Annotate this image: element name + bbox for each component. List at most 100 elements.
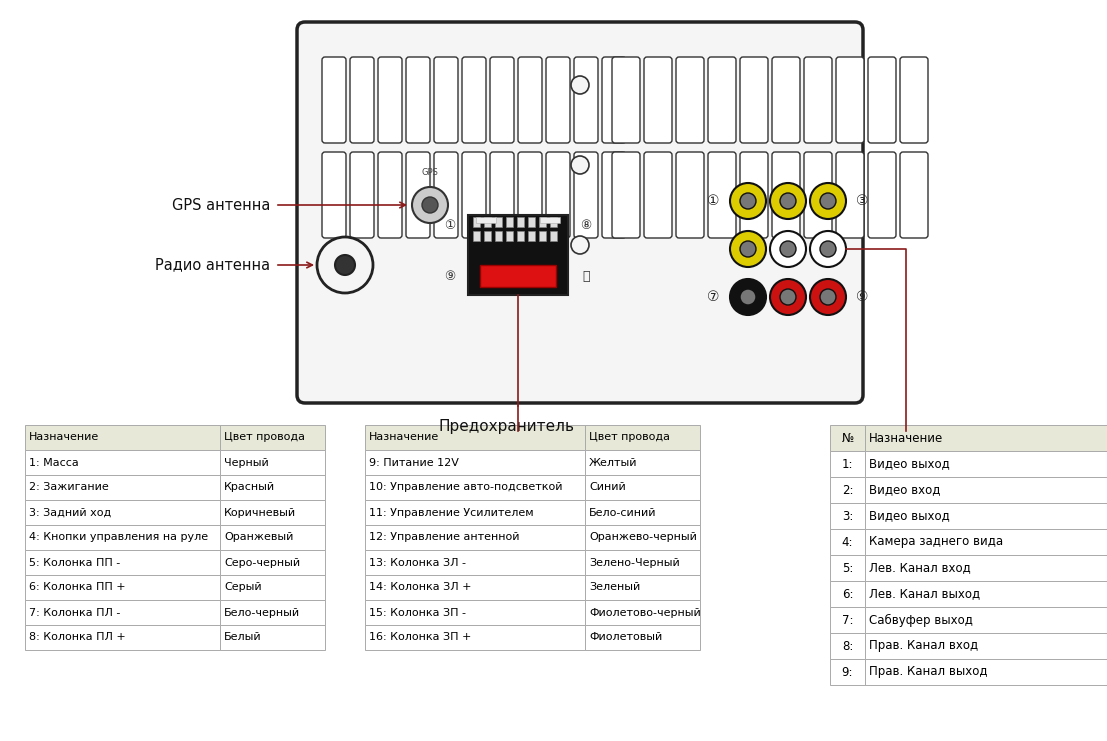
FancyBboxPatch shape xyxy=(490,57,514,143)
Bar xyxy=(365,500,584,525)
Circle shape xyxy=(739,289,756,305)
Text: 13: Колонка ЗЛ -: 13: Колонка ЗЛ - xyxy=(369,557,466,568)
Text: Назначение: Назначение xyxy=(869,431,943,445)
Text: Назначение: Назначение xyxy=(29,433,100,442)
Text: Прав. Канал вход: Прав. Канал вход xyxy=(869,639,979,653)
Bar xyxy=(25,450,220,475)
Text: 5: Колонка ПП -: 5: Колонка ПП - xyxy=(29,557,121,568)
Text: Белый: Белый xyxy=(224,633,261,642)
FancyBboxPatch shape xyxy=(377,152,402,238)
Text: 12: Управление антенной: 12: Управление антенной xyxy=(369,533,519,542)
Text: 3: Задний ход: 3: Задний ход xyxy=(29,508,111,517)
Text: Коричневый: Коричневый xyxy=(224,508,297,517)
Bar xyxy=(25,475,220,500)
Text: Сабвуфер выход: Сабвуфер выход xyxy=(869,614,973,627)
FancyBboxPatch shape xyxy=(518,152,542,238)
Text: №: № xyxy=(841,431,853,445)
FancyBboxPatch shape xyxy=(377,57,402,143)
Bar xyxy=(365,450,584,475)
Circle shape xyxy=(317,237,373,293)
Bar xyxy=(506,231,513,241)
Circle shape xyxy=(810,279,846,315)
Circle shape xyxy=(571,76,589,94)
Text: Серо-черный: Серо-черный xyxy=(224,557,300,568)
Text: Цвет провода: Цвет провода xyxy=(589,433,670,442)
Bar xyxy=(528,217,535,227)
Text: Назначение: Назначение xyxy=(369,433,439,442)
Bar xyxy=(865,633,1107,659)
Text: 3:: 3: xyxy=(841,510,853,522)
Bar xyxy=(220,525,325,550)
Text: 8:: 8: xyxy=(841,639,853,653)
Circle shape xyxy=(820,193,836,209)
Circle shape xyxy=(810,183,846,219)
Text: Лев. Канал вход: Лев. Канал вход xyxy=(869,562,971,574)
Bar xyxy=(830,503,865,529)
FancyBboxPatch shape xyxy=(602,57,625,143)
FancyBboxPatch shape xyxy=(836,152,863,238)
Bar xyxy=(584,425,700,450)
FancyBboxPatch shape xyxy=(900,152,928,238)
Bar xyxy=(365,425,584,450)
FancyBboxPatch shape xyxy=(350,152,374,238)
Bar xyxy=(830,581,865,607)
FancyBboxPatch shape xyxy=(772,152,800,238)
FancyBboxPatch shape xyxy=(322,57,346,143)
Text: Оранжевый: Оранжевый xyxy=(224,533,293,542)
Text: 7: Колонка ПЛ -: 7: Колонка ПЛ - xyxy=(29,608,121,617)
Circle shape xyxy=(820,289,836,305)
Text: Видео выход: Видео выход xyxy=(869,457,950,471)
Text: 6: Колонка ПП +: 6: Колонка ПП + xyxy=(29,582,125,593)
Bar xyxy=(830,451,865,477)
Text: 16: Колонка ЗП +: 16: Колонка ЗП + xyxy=(369,633,472,642)
Text: 4: Кнопки управления на руле: 4: Кнопки управления на руле xyxy=(29,533,208,542)
Bar xyxy=(365,600,584,625)
Text: Желтый: Желтый xyxy=(589,457,638,468)
Text: 10: Управление авто-подсветкой: 10: Управление авто-подсветкой xyxy=(369,482,562,493)
Circle shape xyxy=(412,187,448,223)
Bar xyxy=(584,500,700,525)
Bar xyxy=(25,625,220,650)
Bar xyxy=(865,659,1107,685)
Circle shape xyxy=(730,231,766,267)
FancyBboxPatch shape xyxy=(644,152,672,238)
Bar xyxy=(528,231,535,241)
FancyBboxPatch shape xyxy=(612,152,640,238)
FancyBboxPatch shape xyxy=(546,152,570,238)
Circle shape xyxy=(780,241,796,257)
FancyBboxPatch shape xyxy=(612,57,640,143)
FancyBboxPatch shape xyxy=(739,57,768,143)
Text: Предохранитель: Предохранитель xyxy=(438,419,575,434)
Bar xyxy=(468,215,568,295)
Text: 2:: 2: xyxy=(841,483,853,496)
Bar xyxy=(584,550,700,575)
Text: Видео выход: Видео выход xyxy=(869,510,950,522)
Circle shape xyxy=(422,197,438,213)
Text: 11: Управление Усилителем: 11: Управление Усилителем xyxy=(369,508,534,517)
Bar xyxy=(830,477,865,503)
Bar xyxy=(484,231,492,241)
Text: Видео вход: Видео вход xyxy=(869,483,940,496)
Text: 6:: 6: xyxy=(841,588,853,600)
Circle shape xyxy=(780,289,796,305)
Bar xyxy=(830,607,865,633)
Text: 2: Зажигание: 2: Зажигание xyxy=(29,482,108,493)
Text: Красный: Красный xyxy=(224,482,276,493)
FancyBboxPatch shape xyxy=(868,152,896,238)
Text: Бело-синий: Бело-синий xyxy=(589,508,656,517)
Circle shape xyxy=(810,231,846,267)
Bar xyxy=(365,550,584,575)
Bar xyxy=(365,625,584,650)
Bar xyxy=(220,500,325,525)
Circle shape xyxy=(730,183,766,219)
Bar xyxy=(220,550,325,575)
Bar xyxy=(865,451,1107,477)
Text: ⑨: ⑨ xyxy=(856,290,869,304)
Text: 15: Колонка ЗП -: 15: Колонка ЗП - xyxy=(369,608,466,617)
Bar xyxy=(865,477,1107,503)
FancyBboxPatch shape xyxy=(406,152,430,238)
FancyBboxPatch shape xyxy=(644,57,672,143)
Text: Синий: Синий xyxy=(589,482,625,493)
Bar xyxy=(476,217,496,223)
FancyBboxPatch shape xyxy=(518,57,542,143)
